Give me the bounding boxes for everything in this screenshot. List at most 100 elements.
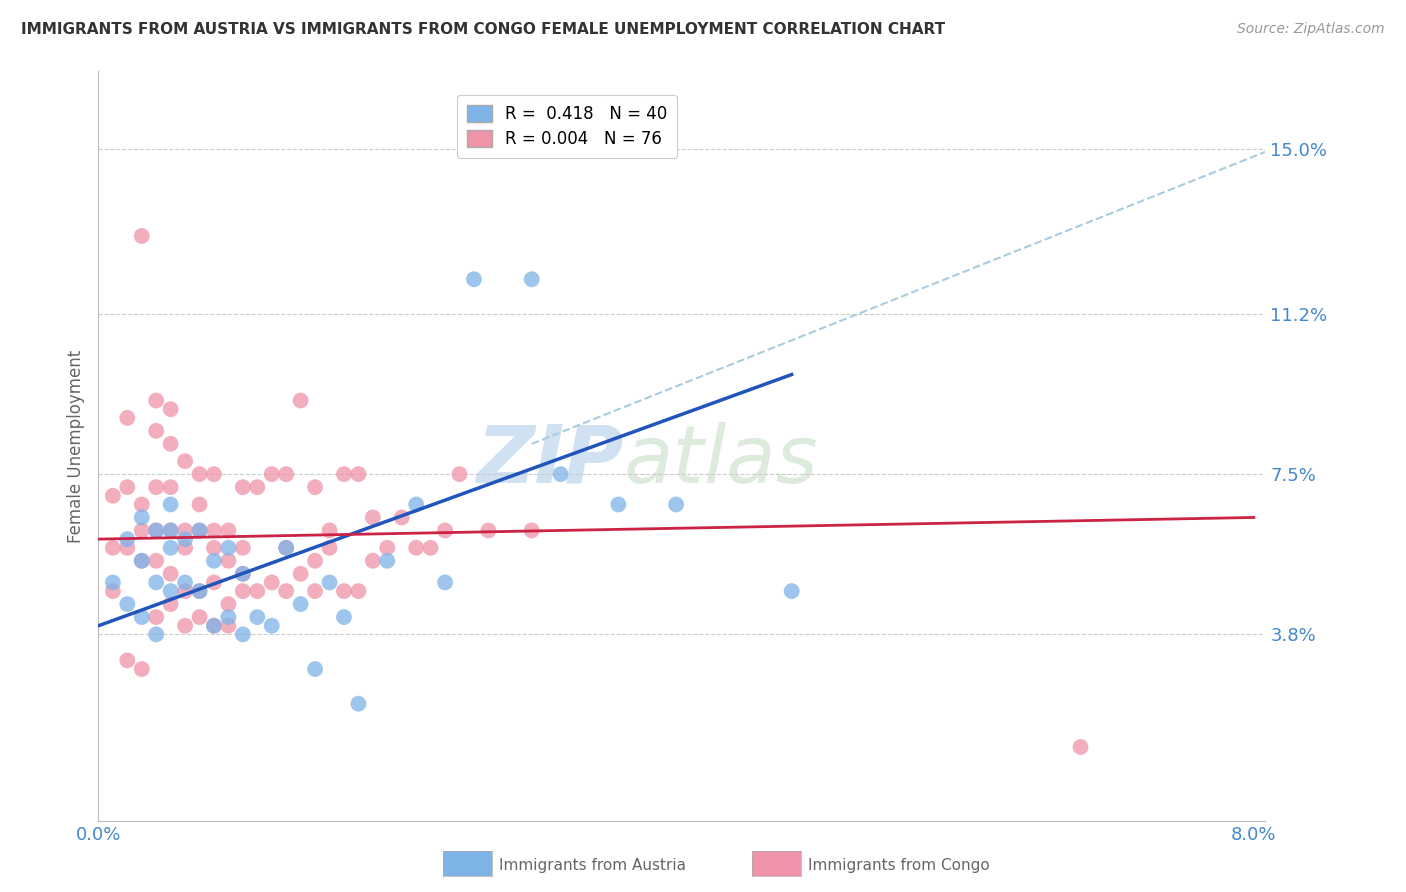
Point bbox=[333, 584, 356, 599]
Point bbox=[117, 597, 139, 611]
Point bbox=[159, 437, 181, 451]
Point bbox=[188, 467, 211, 482]
Point bbox=[434, 524, 457, 538]
Point bbox=[217, 554, 239, 568]
Point bbox=[520, 524, 543, 538]
Text: IMMIGRANTS FROM AUSTRIA VS IMMIGRANTS FROM CONGO FEMALE UNEMPLOYMENT CORRELATION: IMMIGRANTS FROM AUSTRIA VS IMMIGRANTS FR… bbox=[21, 22, 945, 37]
Point bbox=[318, 541, 340, 555]
Point bbox=[131, 610, 153, 624]
Point bbox=[174, 584, 197, 599]
Point bbox=[217, 619, 239, 633]
Point bbox=[232, 541, 254, 555]
Y-axis label: Female Unemployment: Female Unemployment bbox=[66, 350, 84, 542]
Point bbox=[246, 610, 269, 624]
Point bbox=[159, 584, 181, 599]
Point bbox=[607, 498, 630, 512]
Point bbox=[159, 541, 181, 555]
Point bbox=[101, 541, 124, 555]
Point bbox=[347, 584, 370, 599]
Point bbox=[260, 619, 283, 633]
Point bbox=[1070, 739, 1092, 754]
Point bbox=[174, 532, 197, 546]
Point bbox=[145, 424, 167, 438]
Point bbox=[361, 554, 384, 568]
Point bbox=[276, 467, 298, 482]
Point bbox=[304, 554, 326, 568]
Point bbox=[276, 541, 298, 555]
Point bbox=[131, 662, 153, 676]
Point bbox=[145, 480, 167, 494]
Point bbox=[202, 541, 225, 555]
Point bbox=[361, 510, 384, 524]
Text: atlas: atlas bbox=[624, 422, 818, 500]
Point bbox=[159, 498, 181, 512]
Point bbox=[101, 575, 124, 590]
Point bbox=[550, 467, 572, 482]
Point bbox=[276, 541, 298, 555]
Point bbox=[101, 489, 124, 503]
Point bbox=[391, 510, 413, 524]
Point bbox=[375, 554, 398, 568]
Point bbox=[434, 575, 457, 590]
Point bbox=[159, 597, 181, 611]
Point bbox=[145, 610, 167, 624]
Point bbox=[174, 454, 197, 468]
Point bbox=[159, 524, 181, 538]
Point bbox=[232, 480, 254, 494]
Point bbox=[159, 566, 181, 581]
Point bbox=[145, 554, 167, 568]
Point bbox=[665, 498, 688, 512]
Text: ZIP: ZIP bbox=[477, 422, 624, 500]
Point bbox=[304, 662, 326, 676]
Point bbox=[131, 554, 153, 568]
Point bbox=[202, 619, 225, 633]
Point bbox=[159, 402, 181, 417]
Point bbox=[131, 498, 153, 512]
Point bbox=[217, 597, 239, 611]
Point bbox=[217, 610, 239, 624]
Point bbox=[131, 524, 153, 538]
Point bbox=[117, 541, 139, 555]
Point bbox=[202, 575, 225, 590]
Point bbox=[347, 697, 370, 711]
Point bbox=[290, 566, 312, 581]
Point bbox=[260, 467, 283, 482]
Point bbox=[318, 575, 340, 590]
Point bbox=[188, 584, 211, 599]
Point bbox=[276, 584, 298, 599]
Legend: R =  0.418   N = 40, R = 0.004   N = 76: R = 0.418 N = 40, R = 0.004 N = 76 bbox=[457, 95, 678, 158]
Point bbox=[188, 584, 211, 599]
Point bbox=[780, 584, 803, 599]
Point bbox=[174, 575, 197, 590]
Point bbox=[217, 541, 239, 555]
Point bbox=[117, 532, 139, 546]
Point bbox=[145, 393, 167, 408]
Point bbox=[117, 480, 139, 494]
Point bbox=[217, 524, 239, 538]
Point bbox=[463, 272, 485, 286]
Point bbox=[405, 541, 427, 555]
Point bbox=[202, 554, 225, 568]
Point bbox=[159, 524, 181, 538]
Point bbox=[260, 575, 283, 590]
Point bbox=[131, 554, 153, 568]
Point bbox=[246, 584, 269, 599]
Point bbox=[174, 541, 197, 555]
Point bbox=[449, 467, 471, 482]
Point bbox=[333, 467, 356, 482]
Point bbox=[232, 566, 254, 581]
Point bbox=[174, 619, 197, 633]
Point bbox=[188, 524, 211, 538]
Point bbox=[304, 584, 326, 599]
Point bbox=[520, 272, 543, 286]
Point bbox=[246, 480, 269, 494]
Point bbox=[131, 510, 153, 524]
Point bbox=[188, 498, 211, 512]
Point bbox=[117, 410, 139, 425]
Point bbox=[232, 566, 254, 581]
Point bbox=[347, 467, 370, 482]
Point bbox=[188, 610, 211, 624]
Point bbox=[202, 467, 225, 482]
Point bbox=[405, 498, 427, 512]
Point bbox=[202, 524, 225, 538]
